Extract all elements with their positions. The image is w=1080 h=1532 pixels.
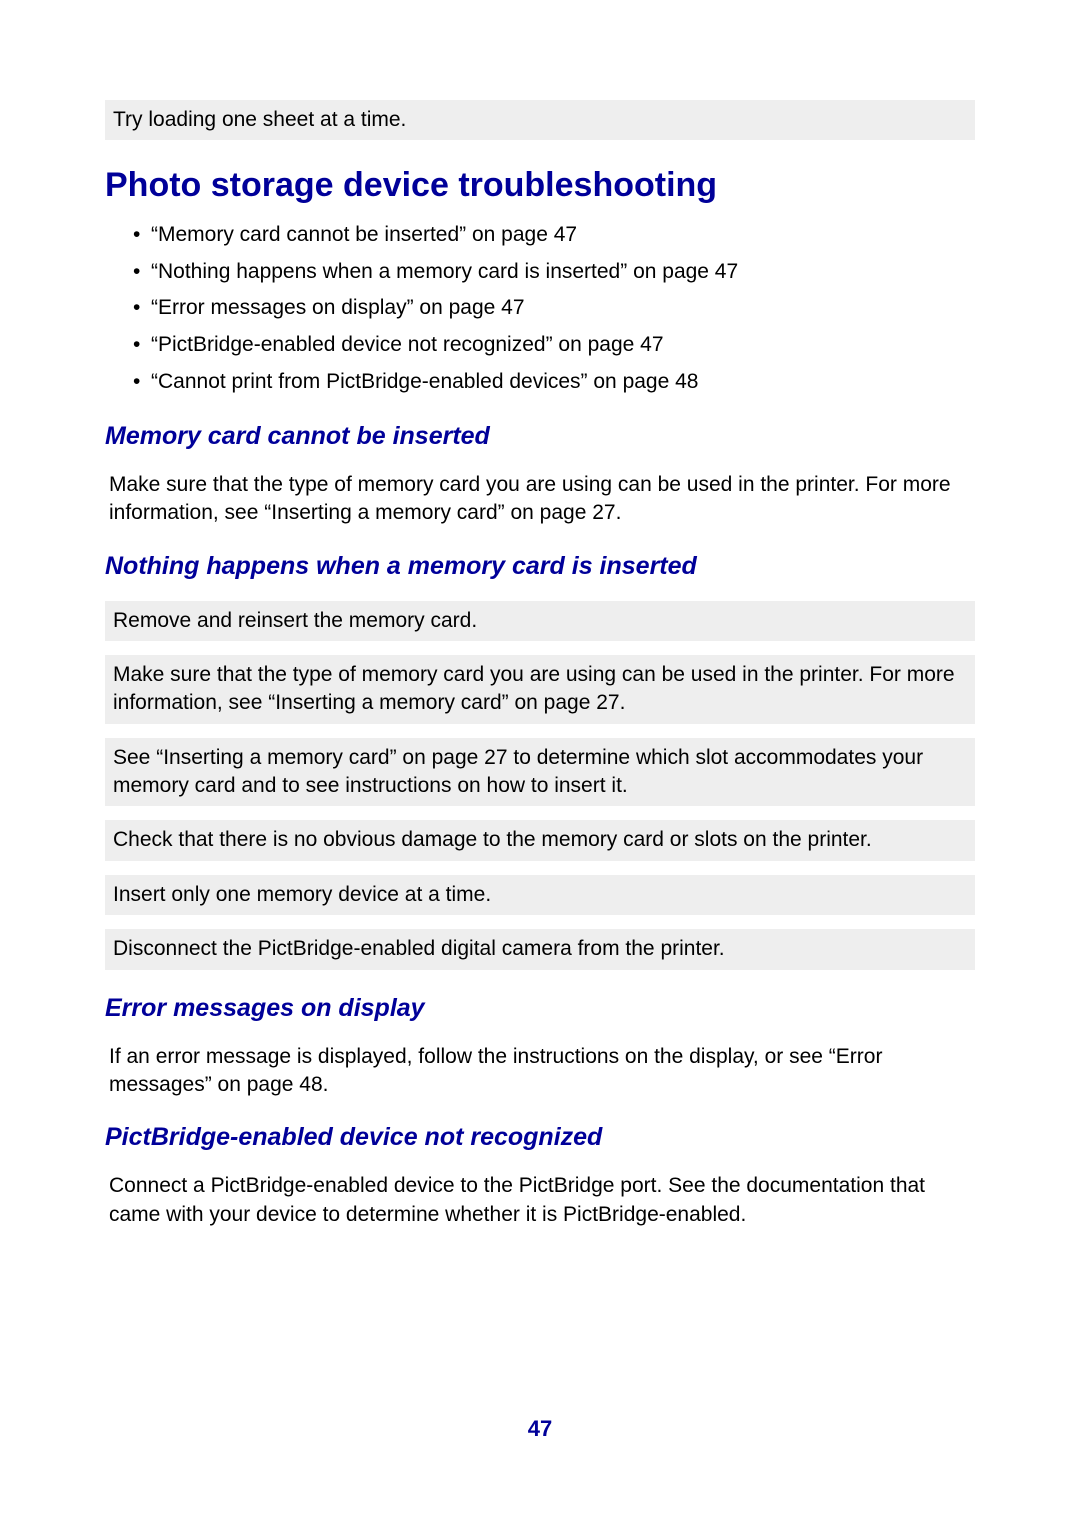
instruction-block: Insert only one memory device at a time. (105, 875, 975, 915)
section-heading: Photo storage device troubleshooting (105, 166, 975, 205)
instruction-block: Disconnect the PictBridge-enabled digita… (105, 929, 975, 969)
body-text: Connect a PictBridge-enabled device to t… (105, 1172, 975, 1229)
instruction-block: Check that there is no obvious damage to… (105, 820, 975, 860)
tip-block: Try loading one sheet at a time. (105, 100, 975, 140)
instruction-block: Remove and reinsert the memory card. (105, 601, 975, 641)
body-text: If an error message is displayed, follow… (105, 1043, 975, 1100)
page-number: 47 (0, 1416, 1080, 1442)
subsection-heading: Nothing happens when a memory card is in… (105, 552, 975, 581)
subsection-heading: Memory card cannot be inserted (105, 422, 975, 451)
toc-list: “Memory card cannot be inserted” on page… (105, 219, 975, 398)
subsection-heading: Error messages on display (105, 994, 975, 1023)
toc-item: “Memory card cannot be inserted” on page… (133, 219, 975, 252)
instruction-block: See “Inserting a memory card” on page 27… (105, 738, 975, 807)
instruction-block: Make sure that the type of memory card y… (105, 655, 975, 724)
toc-item: “Nothing happens when a memory card is i… (133, 256, 975, 289)
toc-item: “Error messages on display” on page 47 (133, 292, 975, 325)
body-text: Make sure that the type of memory card y… (105, 471, 975, 528)
document-page: Try loading one sheet at a time. Photo s… (0, 0, 1080, 1229)
subsection-heading: PictBridge-enabled device not recognized (105, 1123, 975, 1152)
toc-item: “Cannot print from PictBridge-enabled de… (133, 366, 975, 399)
toc-item: “PictBridge-enabled device not recognize… (133, 329, 975, 362)
